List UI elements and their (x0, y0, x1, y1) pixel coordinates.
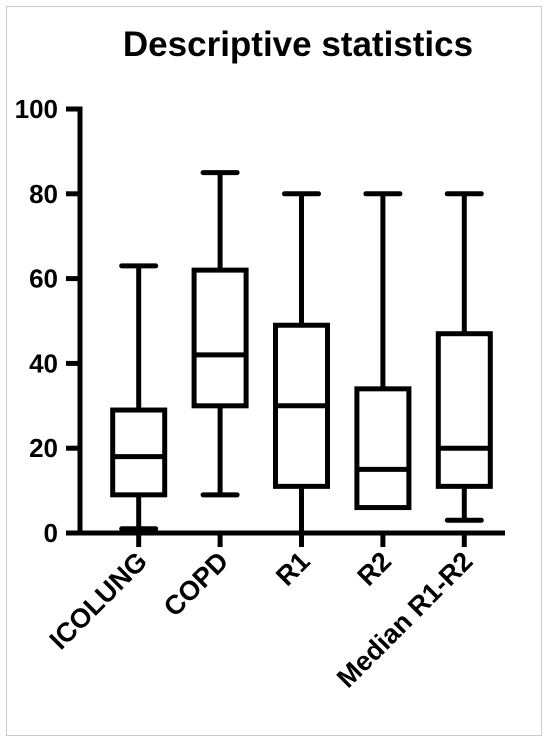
iqr-box (191, 267, 249, 409)
box-series (110, 170, 493, 536)
x-tick-label: R1 (270, 546, 316, 592)
iqr-box (435, 331, 493, 489)
box-r2 (354, 191, 412, 511)
y-tick-label: 0 (44, 518, 58, 548)
box-median-r1-r2 (435, 191, 493, 523)
chart-title: Descriptive statistics (123, 25, 473, 64)
y-tick-label: 80 (29, 179, 58, 209)
iqr-box (110, 407, 168, 498)
x-tick-label: ICOLUNG (44, 546, 153, 655)
y-tick-label: 20 (29, 433, 58, 463)
y-tick-label: 60 (29, 264, 58, 294)
y-axis: 0 20 40 60 80 100 (15, 94, 83, 548)
box-r1 (273, 191, 330, 536)
x-tick-label: COPD (158, 546, 234, 622)
box-copd (191, 170, 249, 498)
iqr-box (354, 386, 412, 511)
x-tick-label: R2 (352, 546, 398, 592)
y-tick-label: 40 (29, 348, 58, 378)
y-tick-label: 100 (15, 94, 58, 124)
box-icolung (110, 263, 168, 532)
